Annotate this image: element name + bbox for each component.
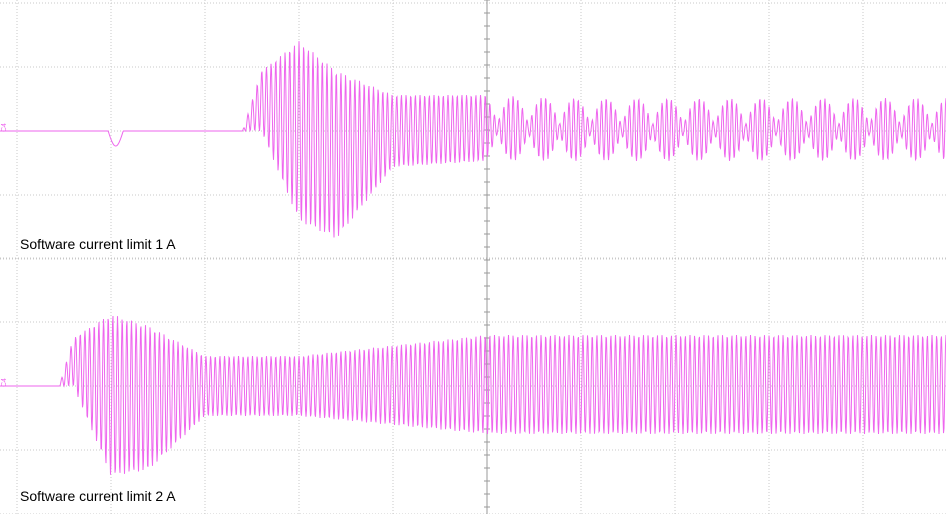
trace-top xyxy=(0,41,946,238)
traces xyxy=(0,41,946,475)
channel-markers: C4 C4 xyxy=(1,123,12,387)
panel-annotation-top: Software current limit 1 A xyxy=(20,236,176,252)
trace-bottom xyxy=(0,315,946,475)
panel-annotation-bottom: Software current limit 2 A xyxy=(20,488,176,504)
channel-marker: C4 xyxy=(1,123,8,132)
channel-marker: C4 xyxy=(1,378,8,387)
